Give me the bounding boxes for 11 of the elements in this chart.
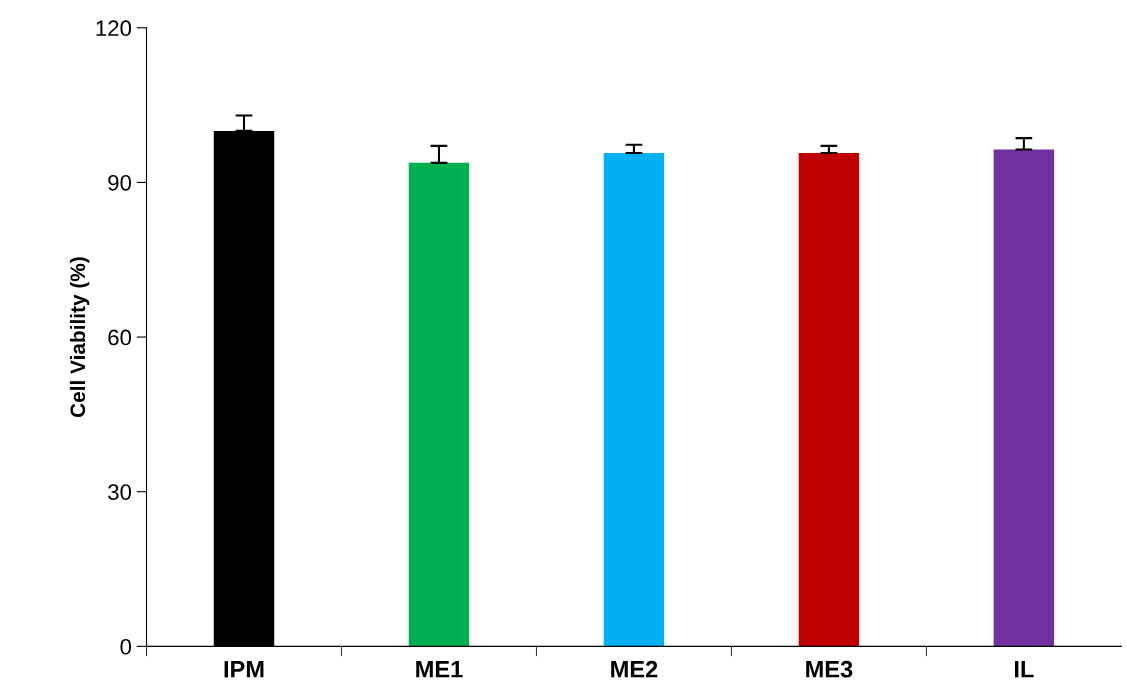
y-tick-label: 60 [108,329,132,346]
y-tick-label: 30 [108,484,132,500]
x-tick-label: IL [1014,661,1034,678]
y-tick-label: 120 [96,20,132,37]
x-tick-label: ME3 [806,660,853,678]
y-tick-label: 0 [120,638,132,655]
y-axis-title: Cell Viability (%) [69,257,90,418]
x-tick-label: ME2 [611,660,658,678]
x-tick-label: ME1 [416,661,463,678]
y-tick-label: 90 [108,174,132,191]
x-tick-label: IPM [224,661,264,678]
